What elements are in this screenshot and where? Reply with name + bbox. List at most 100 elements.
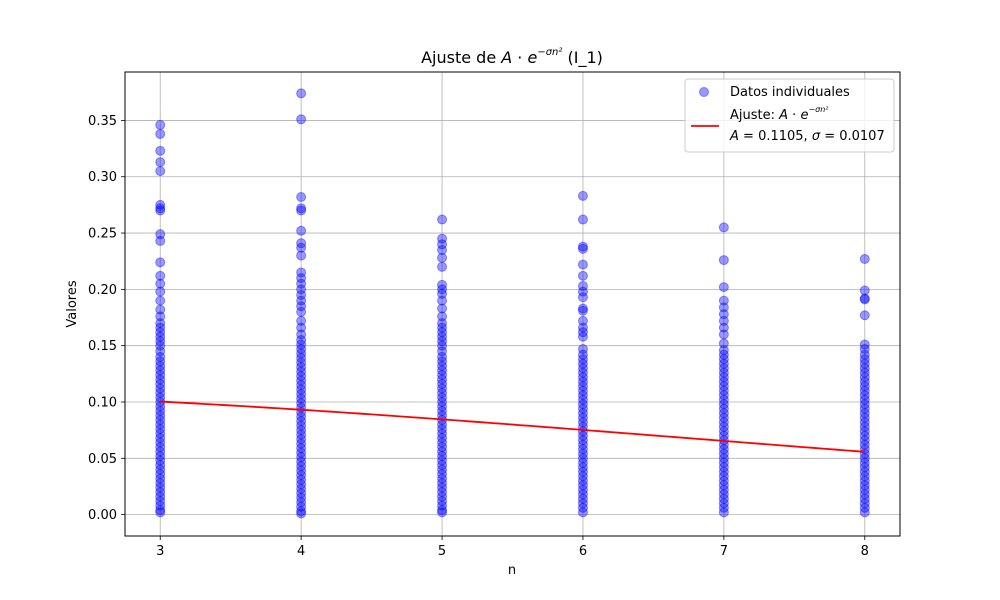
data-point: [437, 311, 448, 322]
data-point: [155, 311, 166, 322]
chart-title: Ajuste de A · e−σn² (I_1): [421, 47, 603, 68]
x-tick-label: 6: [579, 544, 587, 559]
data-point: [577, 367, 588, 378]
data-point: [718, 358, 729, 369]
data-point: [718, 502, 729, 513]
data-point: [155, 487, 166, 498]
axes-frame: [124, 71, 901, 537]
data-point: [577, 354, 588, 365]
data-point: [859, 453, 870, 464]
data-point: [718, 471, 729, 482]
data-point: [859, 390, 870, 401]
data-point: [437, 374, 448, 385]
data-point: [296, 357, 307, 368]
data-point: [437, 387, 448, 398]
data-point: [155, 331, 166, 342]
data-point: [859, 439, 870, 450]
data-point: [296, 278, 307, 289]
data-point: [296, 339, 307, 350]
data-point: [577, 480, 588, 491]
data-point: [296, 497, 307, 508]
data-point: [718, 295, 729, 306]
data-point: [577, 493, 588, 504]
data-point: [296, 203, 307, 214]
data-point: [577, 344, 588, 355]
data-point: [155, 235, 166, 246]
data-point: [437, 491, 448, 502]
data-point: [296, 273, 307, 284]
data-point: [718, 390, 729, 401]
data-point: [296, 461, 307, 472]
data-point: [155, 229, 166, 240]
data-point: [718, 255, 729, 266]
data-point: [296, 474, 307, 485]
y-tick-label: 0.30: [88, 170, 117, 185]
data-point: [859, 475, 870, 486]
data-point: [437, 288, 448, 299]
data-point: [155, 119, 166, 130]
data-point: [296, 398, 307, 409]
data-point: [859, 462, 870, 473]
data-point: [859, 489, 870, 500]
data-point: [155, 336, 166, 347]
data-point: [718, 417, 729, 428]
data-point: [577, 303, 588, 314]
fit-line: [160, 400, 865, 453]
data-point: [155, 464, 166, 475]
data-point: [155, 496, 166, 507]
data-point: [718, 462, 729, 473]
data-point: [155, 145, 166, 156]
data-point: [718, 381, 729, 392]
data-point: [718, 399, 729, 410]
data-point: [155, 451, 166, 462]
data-point: [718, 363, 729, 374]
data-point: [718, 475, 729, 486]
data-point: [155, 473, 166, 484]
data-point: [296, 205, 307, 216]
data-point: [155, 378, 166, 389]
data-point: [718, 329, 729, 340]
data-point: [296, 488, 307, 499]
data-point: [437, 340, 448, 351]
data-point: [155, 415, 166, 425]
data-point: [577, 462, 588, 473]
data-point: [437, 365, 448, 376]
data-point: [296, 315, 307, 326]
data-point: [437, 405, 448, 416]
data-point: [155, 374, 166, 385]
data-point: [718, 394, 729, 405]
data-point: [437, 433, 448, 444]
data-point: [437, 356, 448, 367]
data-point: [718, 493, 729, 504]
data-point: [718, 426, 729, 437]
data-point: [155, 491, 166, 502]
data-point: [155, 383, 166, 394]
data-point: [718, 315, 729, 326]
data-point: [859, 344, 870, 355]
data-point: [155, 295, 166, 306]
data-point: [296, 443, 307, 454]
data-point: [296, 366, 307, 377]
data-point: [577, 390, 588, 401]
x-tick-label: 5: [438, 544, 446, 559]
data-point: [718, 354, 729, 365]
data-point: [859, 435, 870, 446]
data-point: [437, 303, 448, 314]
data-point: [859, 358, 870, 369]
data-point: [859, 430, 870, 441]
data-point: [859, 367, 870, 378]
data-point: [577, 322, 588, 333]
data-point: [155, 203, 166, 214]
data-point: [437, 233, 448, 244]
data-point: [577, 381, 588, 392]
data-point: [296, 284, 307, 295]
data-point: [577, 399, 588, 410]
data-point: [155, 482, 166, 493]
data-point: [437, 478, 448, 489]
data-point: [859, 381, 870, 392]
data-point: [155, 327, 166, 338]
data-point: [296, 192, 307, 203]
data-point: [859, 466, 870, 477]
data-point: [718, 466, 729, 477]
data-point: [437, 327, 448, 338]
